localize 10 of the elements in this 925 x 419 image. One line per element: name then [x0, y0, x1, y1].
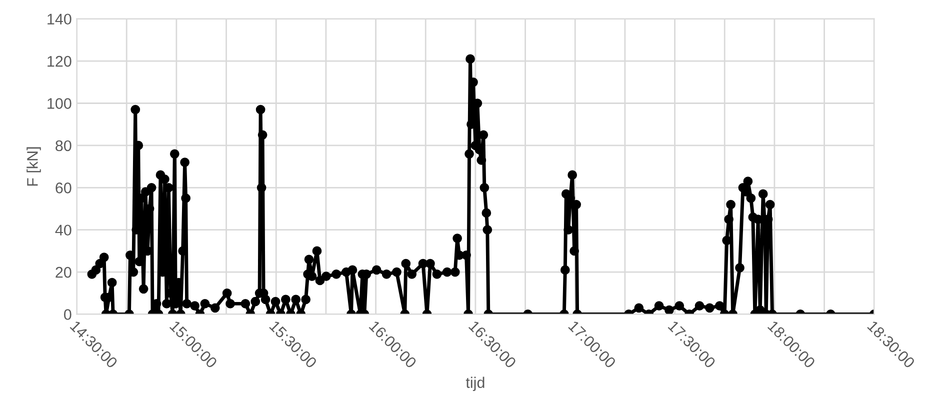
y-tick-label: 80 [56, 140, 72, 152]
y-tick-label: 60 [56, 182, 72, 194]
x-axis-title: tijd [466, 376, 484, 392]
y-axis-title: F [kN] [26, 147, 41, 186]
y-tick-label: 100 [48, 98, 72, 109]
y-tick-label: 0 [64, 309, 72, 320]
y-tick-label: 120 [48, 56, 72, 67]
y-tick-label: 20 [56, 266, 72, 278]
y-tick-label: 140 [48, 14, 72, 25]
y-tick-label: 40 [55, 224, 72, 236]
